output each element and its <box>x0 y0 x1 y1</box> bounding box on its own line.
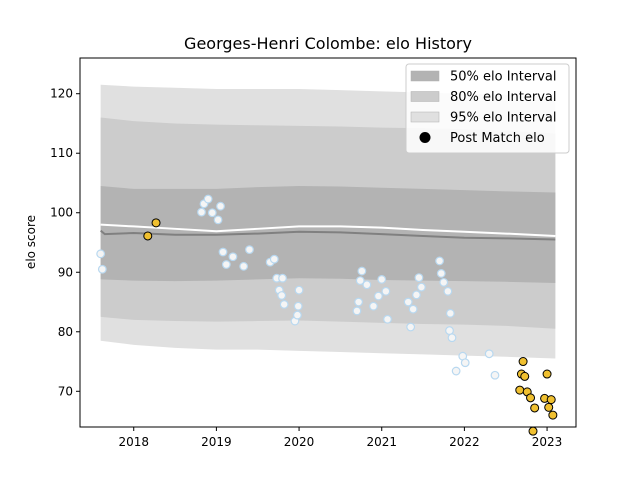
history-point <box>374 291 383 301</box>
history-point <box>414 273 424 283</box>
x-tick-label: 2018 <box>118 435 149 449</box>
elo-line-1 <box>100 229 556 241</box>
post-match-point <box>151 218 161 228</box>
history-point <box>460 358 470 368</box>
history-point <box>245 245 254 255</box>
history-point <box>447 333 457 343</box>
legend-marker <box>419 132 431 143</box>
history-point <box>97 264 107 274</box>
elo-line-2 <box>100 223 556 237</box>
history-point <box>221 260 231 269</box>
history-point <box>279 299 289 309</box>
y-tick-label: 120 <box>50 87 73 101</box>
post-match-point <box>542 369 552 379</box>
history-point <box>207 208 217 218</box>
legend-swatch <box>410 91 440 102</box>
history-point <box>239 261 249 271</box>
x-tick-label: 2022 <box>449 435 480 449</box>
history-point <box>417 282 426 292</box>
history-point <box>435 256 445 266</box>
legend-label: 50% elo Interval <box>450 70 557 85</box>
x-axis: 2018 2019 2020 2021 2022 2023 <box>118 427 562 449</box>
history-point <box>369 301 378 311</box>
post-match-point <box>528 426 538 436</box>
post-match-point <box>544 402 554 412</box>
post-match-point <box>518 357 528 367</box>
y-tick-label: 100 <box>50 206 73 220</box>
history-point <box>213 215 223 225</box>
x-tick-label: 2020 <box>284 435 315 449</box>
history-point <box>412 290 421 300</box>
history-point <box>403 297 413 307</box>
legend-box <box>405 63 570 154</box>
post-match-point <box>546 395 556 405</box>
legend: 50% elo Interval 80% elo Interval 95% elo … <box>405 63 570 154</box>
history-point <box>445 326 454 335</box>
match-points <box>96 194 558 436</box>
y-tick-label: 80 <box>58 325 73 339</box>
y-tick-label: 90 <box>58 265 73 279</box>
y-tick-label: 110 <box>50 146 73 160</box>
legend-label: Post Match elo <box>450 131 545 146</box>
history-point <box>406 322 416 332</box>
history-point <box>277 291 287 300</box>
legend-swatch <box>410 70 440 82</box>
y-axis-label: elo score <box>24 215 38 269</box>
history-point <box>96 249 106 259</box>
history-point <box>355 276 365 285</box>
history-point <box>269 254 279 264</box>
history-point <box>439 277 449 287</box>
history-point <box>293 310 302 320</box>
x-tick-label: 2021 <box>366 435 397 449</box>
history-point <box>443 286 453 296</box>
history-point <box>484 349 494 359</box>
history-point <box>377 275 387 284</box>
post-match-point <box>515 385 525 395</box>
history-point <box>197 207 206 217</box>
history-point <box>408 304 418 314</box>
post-match-point <box>520 371 530 381</box>
y-tick-label: 70 <box>58 384 73 398</box>
history-point <box>218 247 228 257</box>
history-point <box>445 308 455 318</box>
post-match-point <box>530 403 540 413</box>
legend-label: 95% elo Interval <box>450 111 557 126</box>
history-point <box>490 370 500 380</box>
history-point <box>436 269 446 278</box>
history-point <box>451 366 461 376</box>
post-match-point <box>526 393 536 403</box>
history-point <box>362 280 372 290</box>
history-point <box>357 266 367 276</box>
history-point <box>352 306 362 316</box>
chart-title: Georges-Henri Colombe: elo History <box>184 34 472 53</box>
elo-lines <box>100 223 556 241</box>
legend-swatch <box>410 111 440 123</box>
legend-label: 80% elo Interval <box>450 90 557 105</box>
x-tick-label: 2023 <box>532 435 563 449</box>
plot-frame <box>79 57 577 428</box>
history-point <box>278 273 287 283</box>
history-point <box>381 286 391 296</box>
history-point <box>354 297 363 307</box>
post-match-point <box>143 231 153 241</box>
y-axis: 70 80 90 100 110 120 <box>50 87 80 398</box>
history-point <box>203 194 213 204</box>
history-point <box>294 285 304 295</box>
history-point <box>216 201 225 211</box>
history-point <box>383 314 392 324</box>
post-match-point <box>548 410 558 420</box>
history-point <box>228 252 238 262</box>
history-point <box>293 301 303 311</box>
x-tick-label: 2019 <box>201 435 232 449</box>
